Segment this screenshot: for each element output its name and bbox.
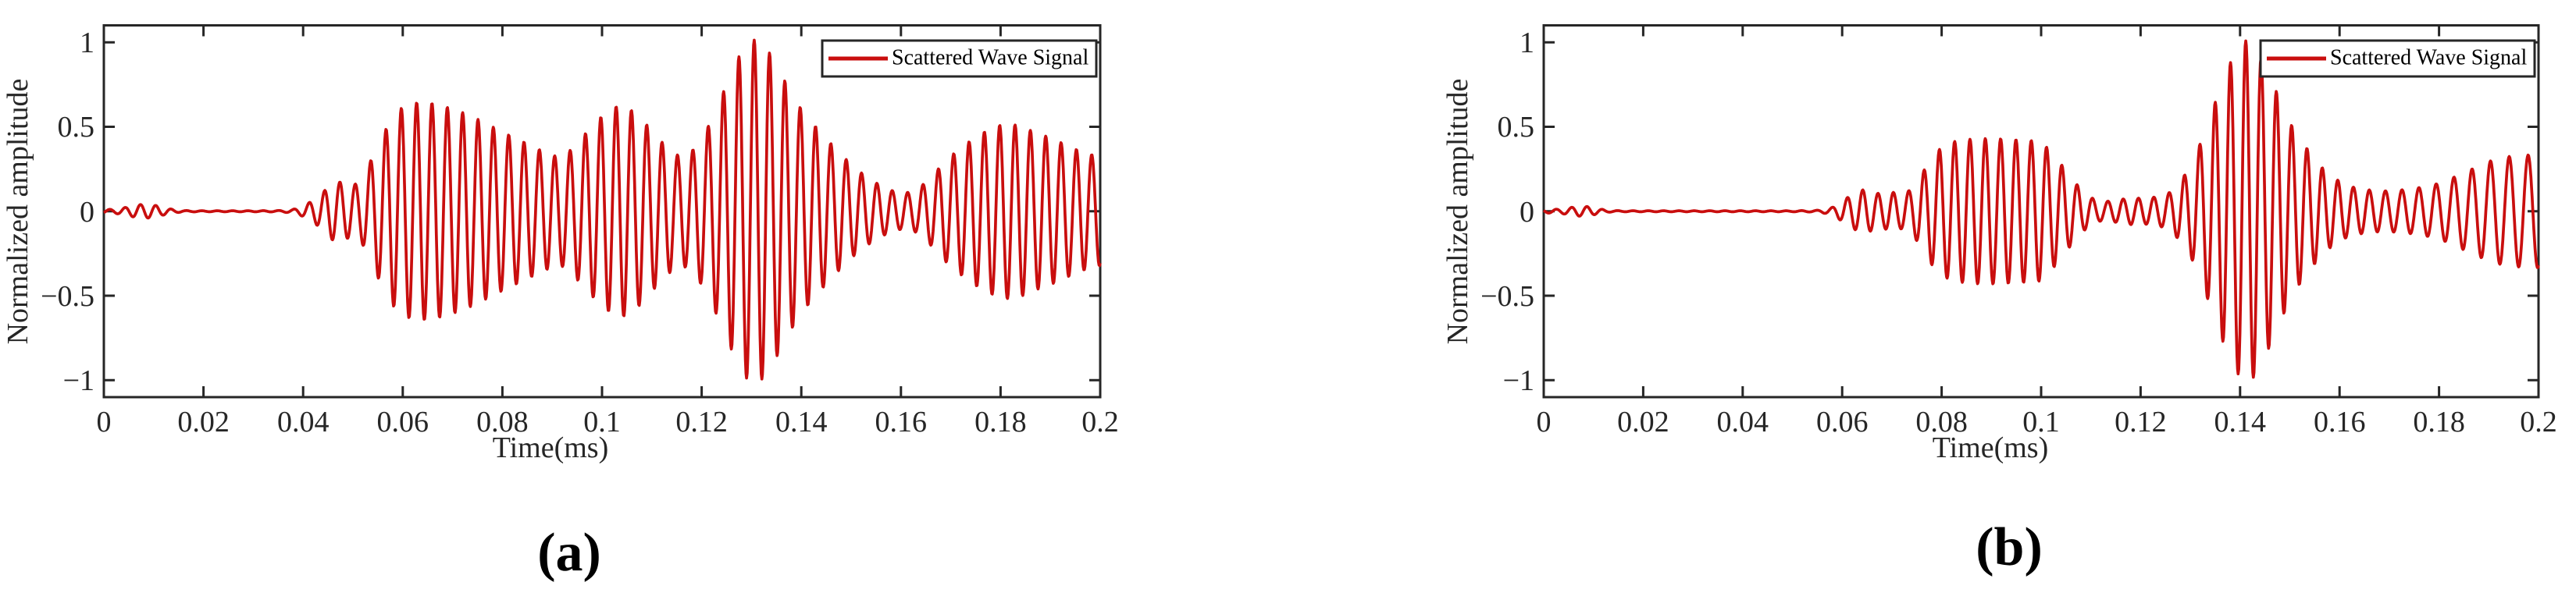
svg-text:0.12: 0.12 [675, 406, 728, 438]
svg-text:0.04: 0.04 [277, 406, 330, 438]
svg-text:(a): (a) [537, 523, 601, 583]
svg-text:1: 1 [1520, 27, 1534, 59]
svg-text:Normalized amplitude: Normalized amplitude [1441, 79, 1474, 345]
svg-text:0.2: 0.2 [2520, 406, 2557, 438]
svg-text:0.18: 0.18 [2413, 406, 2465, 438]
svg-text:Scattered Wave Signal: Scattered Wave Signal [2330, 46, 2527, 70]
svg-text:0.2: 0.2 [1081, 406, 1119, 438]
svg-text:0.1: 0.1 [583, 406, 621, 438]
svg-text:Normalized amplitude: Normalized amplitude [2, 79, 34, 345]
svg-text:0.14: 0.14 [2214, 406, 2267, 438]
svg-text:0.12: 0.12 [2115, 406, 2167, 438]
svg-text:0.5: 0.5 [1498, 111, 1535, 144]
svg-text:0.08: 0.08 [1915, 406, 1968, 438]
svg-text:Scattered Wave Signal: Scattered Wave Signal [892, 46, 1088, 70]
svg-text:−1: −1 [1503, 364, 1534, 397]
svg-text:0.06: 0.06 [1816, 406, 1869, 438]
svg-text:0.14: 0.14 [775, 406, 828, 438]
svg-text:0.1: 0.1 [2022, 406, 2060, 438]
svg-text:0: 0 [80, 196, 94, 229]
svg-text:0.04: 0.04 [1717, 406, 1769, 438]
svg-text:0.18: 0.18 [974, 406, 1027, 438]
svg-text:1: 1 [80, 27, 94, 59]
svg-text:0.16: 0.16 [2314, 406, 2366, 438]
svg-text:Time(ms): Time(ms) [1933, 431, 2049, 464]
svg-text:0.02: 0.02 [1617, 406, 1669, 438]
svg-text:Time(ms): Time(ms) [493, 431, 609, 464]
svg-text:0.5: 0.5 [58, 111, 95, 144]
svg-text:0.06: 0.06 [377, 406, 429, 438]
svg-text:0.02: 0.02 [177, 406, 230, 438]
svg-text:0: 0 [1537, 406, 1552, 438]
svg-text:−0.5: −0.5 [41, 280, 94, 313]
svg-text:0: 0 [1520, 196, 1534, 229]
svg-text:0: 0 [97, 406, 112, 438]
svg-text:0.16: 0.16 [875, 406, 928, 438]
svg-text:0.08: 0.08 [476, 406, 529, 438]
svg-text:(b): (b) [1976, 517, 2043, 577]
svg-text:−0.5: −0.5 [1480, 280, 1534, 313]
svg-text:−1: −1 [63, 364, 94, 397]
